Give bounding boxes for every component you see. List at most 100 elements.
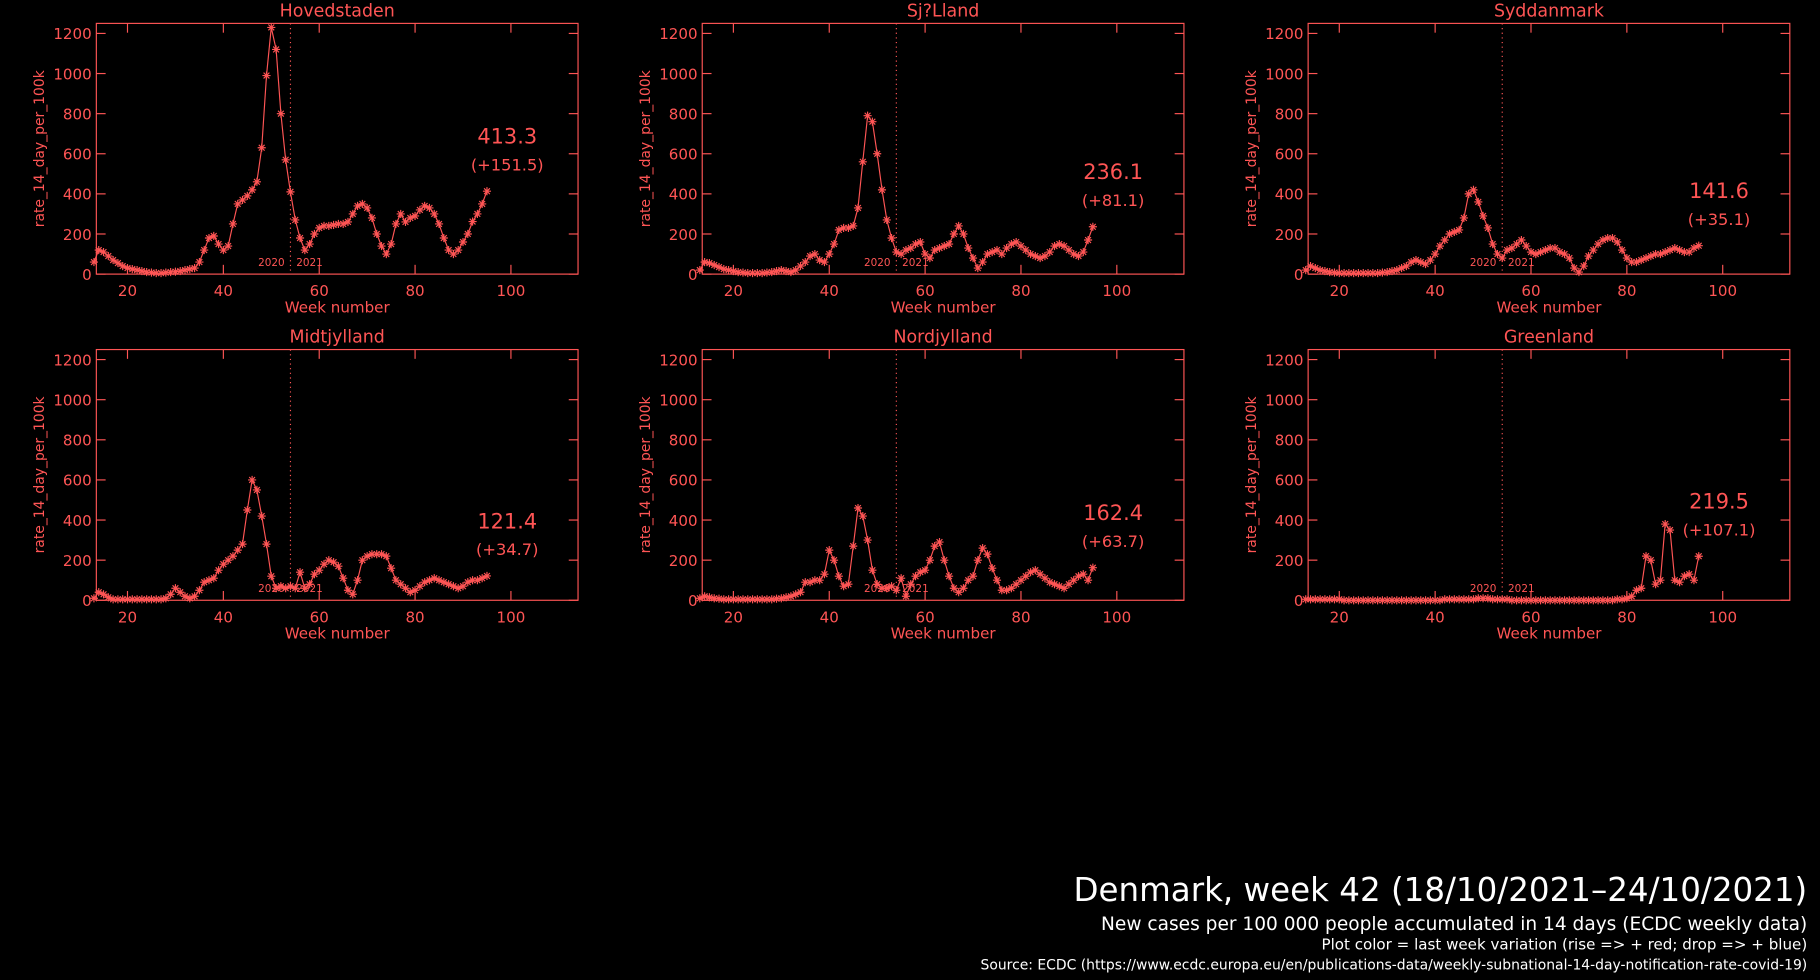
data-point — [195, 586, 204, 595]
data-point — [1445, 595, 1454, 604]
data-point — [1622, 253, 1631, 263]
data-point — [959, 229, 968, 239]
data-point — [1565, 596, 1574, 605]
data-point — [1584, 596, 1593, 605]
data-point — [791, 266, 800, 275]
chart-title: Sj?Lland — [907, 1, 979, 21]
data-point — [300, 584, 309, 593]
data-point — [113, 595, 122, 604]
y-axis-label: rate_14_day_per_100k — [32, 69, 48, 227]
data-point — [305, 239, 314, 249]
data-point — [478, 574, 487, 583]
y-axis-label: rate_14_day_per_100k — [1244, 395, 1260, 553]
chart-title: Syddanmark — [1494, 1, 1605, 21]
data-point — [834, 225, 843, 235]
year-label: 2021 — [1508, 583, 1535, 595]
data-point — [248, 185, 257, 194]
data-point — [1325, 595, 1334, 604]
data-point — [734, 268, 743, 277]
data-point — [1084, 235, 1093, 245]
data-point — [992, 245, 1002, 255]
data-point — [858, 157, 867, 166]
data-point — [185, 265, 194, 274]
data-point — [1344, 596, 1353, 605]
data-point — [1680, 572, 1689, 581]
data-point — [1368, 269, 1377, 278]
x-tick-label: 20 — [724, 282, 743, 300]
y-tick-label: 1000 — [1265, 392, 1303, 410]
value-annotation: 219.5 — [1689, 490, 1749, 514]
data-point — [142, 595, 151, 604]
data-point — [295, 233, 305, 243]
data-point — [1378, 268, 1387, 277]
data-point — [719, 265, 728, 274]
data-point — [185, 594, 194, 603]
x-tick-label: 20 — [118, 608, 137, 626]
data-point — [1685, 247, 1694, 257]
data-point — [1598, 235, 1607, 245]
data-point — [1036, 570, 1045, 579]
data-point — [1565, 253, 1574, 263]
data-point — [1359, 269, 1368, 278]
data-point — [844, 580, 853, 589]
data-point — [262, 540, 271, 549]
data-point — [343, 217, 353, 227]
data-point — [810, 249, 819, 259]
y-tick-label: 400 — [669, 512, 698, 530]
data-point — [1074, 572, 1083, 581]
data-point — [782, 267, 791, 276]
data-point — [882, 584, 891, 593]
data-point — [214, 566, 223, 575]
data-point — [1459, 213, 1468, 223]
data-point — [1641, 552, 1651, 561]
data-point — [1570, 264, 1579, 273]
y-tick-label: 1000 — [1265, 65, 1303, 83]
data-point — [825, 546, 834, 555]
data-point — [734, 595, 743, 604]
data-point — [324, 221, 333, 231]
data-point — [99, 247, 108, 257]
data-point — [291, 215, 300, 225]
data-point — [753, 269, 762, 278]
data-point — [1459, 595, 1468, 604]
data-point — [1618, 245, 1627, 255]
data-point — [377, 241, 386, 251]
data-point — [1464, 595, 1473, 604]
data-point — [1637, 256, 1646, 265]
data-point — [1651, 249, 1660, 259]
data-point — [257, 143, 266, 152]
data-point — [118, 262, 127, 271]
data-point — [147, 595, 156, 604]
data-point — [1002, 243, 1011, 253]
data-point — [1354, 269, 1363, 278]
data-point — [1627, 258, 1636, 267]
data-point — [454, 245, 463, 255]
data-point — [988, 564, 997, 573]
data-point — [161, 594, 170, 603]
data-point — [1450, 595, 1459, 604]
footer-source: Source: ECDC (https://www.ecdc.europa.eu… — [981, 957, 1808, 973]
data-point — [142, 268, 151, 277]
data-point — [1613, 595, 1622, 604]
year-label: 2020 — [864, 257, 891, 269]
data-point — [1685, 570, 1694, 579]
x-tick-label: 60 — [916, 608, 935, 626]
data-point — [997, 249, 1006, 259]
x-tick-label: 100 — [1102, 282, 1131, 300]
y-tick-label: 200 — [669, 552, 698, 570]
data-point — [1603, 596, 1612, 605]
data-point — [1330, 595, 1339, 604]
data-point — [305, 580, 314, 589]
data-point — [1402, 596, 1411, 605]
data-point — [806, 251, 815, 261]
data-point — [762, 268, 771, 277]
data-point — [911, 239, 920, 249]
data-point — [849, 542, 858, 551]
data-point — [458, 237, 468, 247]
data-point — [310, 570, 319, 579]
data-point — [1026, 568, 1035, 577]
data-point — [468, 576, 477, 585]
data-point — [1440, 235, 1449, 245]
